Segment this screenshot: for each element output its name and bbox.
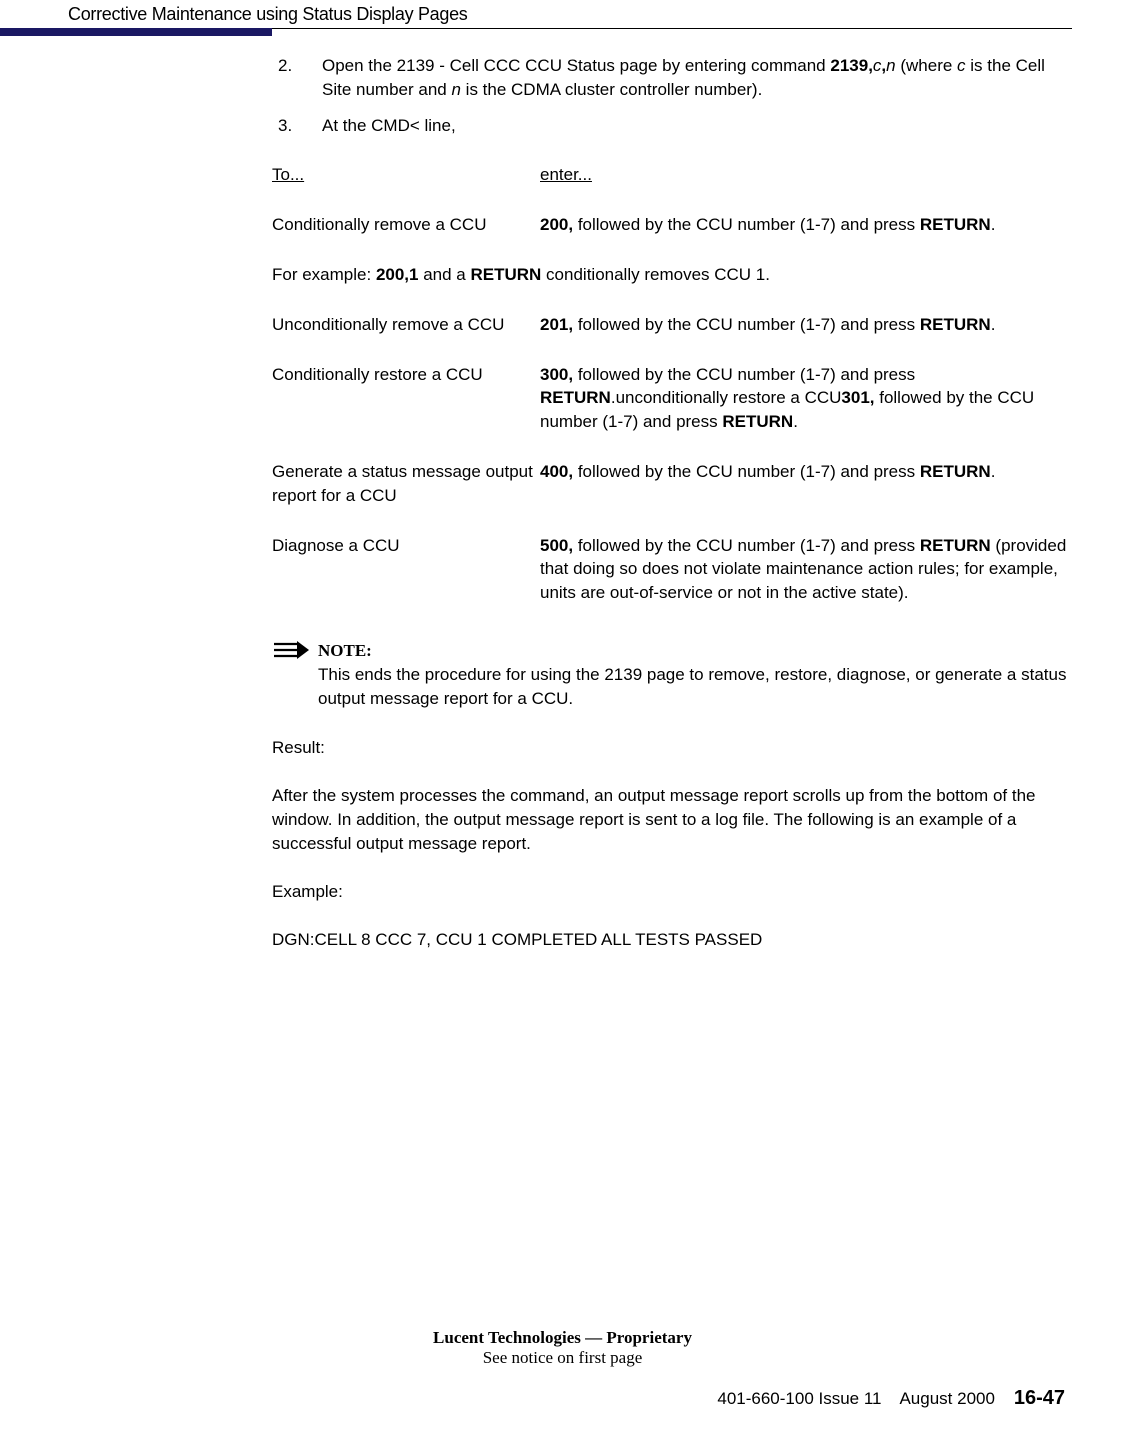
header-rule (272, 28, 1072, 29)
footer-notice: See notice on first page (0, 1348, 1125, 1368)
cmd-action: Generate a status message output report … (272, 460, 540, 508)
note-arrow-icon (272, 639, 318, 710)
table-row: Conditionally restore a CCU 300, followe… (272, 363, 1072, 434)
page-footer: Lucent Technologies — Proprietary See no… (0, 1328, 1125, 1368)
section-header: Corrective Maintenance using Status Disp… (68, 4, 468, 25)
example-row: For example: 200,1 and a RETURN conditio… (272, 263, 1072, 287)
step-2: 2. Open the 2139 - Cell CCC CCU Status p… (272, 54, 1072, 102)
doc-id: 401-660-100 Issue 11 (717, 1389, 881, 1408)
note-body: NOTE: This ends the procedure for using … (318, 639, 1072, 710)
step-number: 3. (278, 114, 292, 138)
step-number: 2. (278, 54, 292, 78)
note-label: NOTE: (318, 641, 372, 660)
note-section: NOTE: This ends the procedure for using … (272, 639, 1072, 710)
table-row: Diagnose a CCU 500, followed by the CCU … (272, 534, 1072, 605)
col-header-enter: enter... (540, 163, 1072, 187)
result-text: After the system processes the command, … (272, 784, 1072, 855)
col-header-to: To... (272, 163, 540, 187)
cmd-action: Diagnose a CCU (272, 534, 540, 605)
cmd-entry: 200, followed by the CCU number (1-7) an… (540, 213, 1072, 237)
cmd-action: Conditionally remove a CCU (272, 213, 540, 237)
cmd-entry: 300, followed by the CCU number (1-7) an… (540, 363, 1072, 434)
main-content: 2. Open the 2139 - Cell CCC CCU Status p… (272, 54, 1072, 952)
footer-proprietary: Lucent Technologies — Proprietary (0, 1328, 1125, 1348)
cmd-entry: 201, followed by the CCU number (1-7) an… (540, 313, 1072, 337)
table-row: Unconditionally remove a CCU 201, follow… (272, 313, 1072, 337)
cmd-action: Unconditionally remove a CCU (272, 313, 540, 337)
example-output: DGN:CELL 8 CCC 7, CCU 1 COMPLETED ALL TE… (272, 928, 1072, 952)
note-text: This ends the procedure for using the 21… (318, 665, 1066, 708)
cmd-entry: 400, followed by the CCU number (1-7) an… (540, 460, 1072, 508)
table-row: Generate a status message output report … (272, 460, 1072, 508)
page-number-area: 401-660-100 Issue 11 August 2000 16-47 (717, 1387, 1065, 1410)
example-label: Example: (272, 882, 1072, 902)
table-row: Conditionally remove a CCU 200, followed… (272, 213, 1072, 237)
cmd-action: Conditionally restore a CCU (272, 363, 540, 434)
steps-list: 2. Open the 2139 - Cell CCC CCU Status p… (272, 54, 1072, 137)
cmd-entry: 500, followed by the CCU number (1-7) an… (540, 534, 1072, 605)
step-3: 3. At the CMD< line, (272, 114, 1072, 138)
header-bar (0, 28, 272, 36)
doc-date: August 2000 (899, 1389, 994, 1408)
table-header-row: To... enter... (272, 163, 1072, 187)
step-text: At the CMD< line, (322, 116, 456, 135)
step-text: Open the 2139 - Cell CCC CCU Status page… (322, 56, 1045, 99)
command-table: To... enter... Conditionally remove a CC… (272, 163, 1072, 605)
result-label: Result: (272, 738, 1072, 758)
page-number: 16-47 (1014, 1387, 1065, 1409)
